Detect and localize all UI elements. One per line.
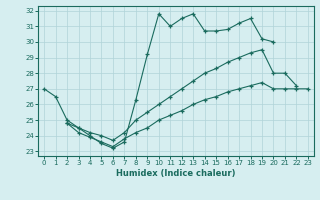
X-axis label: Humidex (Indice chaleur): Humidex (Indice chaleur) xyxy=(116,169,236,178)
